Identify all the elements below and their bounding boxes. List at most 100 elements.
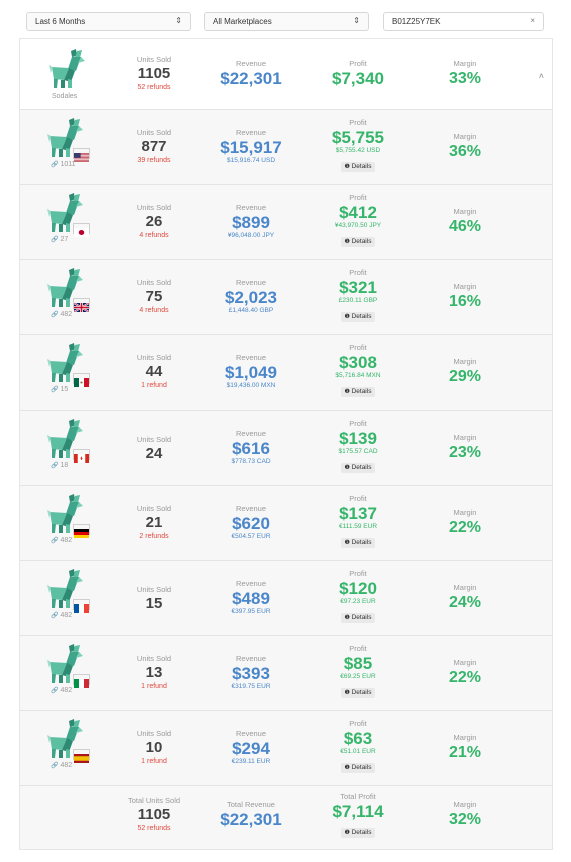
linked-count-value: 18 <box>60 462 69 469</box>
total-revenue-cell: Total Revenue $22,301 <box>210 800 292 829</box>
details-button[interactable]: ❶ Details <box>340 463 376 473</box>
brand-logo <box>44 49 88 89</box>
margin-cell: Margin 21% <box>425 733 505 762</box>
chevron-up-icon[interactable]: ˄ <box>538 71 544 81</box>
profit-value: $7,340 <box>332 69 384 88</box>
details-label: Details <box>351 163 372 170</box>
margin-value: 33% <box>448 70 482 87</box>
revenue-cell: Revenue $1,049 $19,436.00 MXN <box>210 353 292 390</box>
marketplace-row[interactable]: 🔗 482 Units Sold 13 1 refund Revenue $393 €319.… <box>20 636 552 711</box>
units-sold-value: 24 <box>145 445 163 462</box>
profit-label: Profit <box>349 569 367 578</box>
units-sold-cell: Units Sold 1105 52 refunds <box>110 55 198 92</box>
linked-count-value: 482 <box>60 311 73 318</box>
link-icon: 🔗 <box>51 763 59 769</box>
units-sold-cell: Units Sold 15 <box>110 585 198 613</box>
linked-count[interactable]: 🔗 482 <box>51 537 72 544</box>
marketplace-row[interactable]: 🔗 1011 Units Sold 877 39 refunds Revenue $15,9… <box>20 110 552 185</box>
marketplace-row[interactable]: 🔗 27 Units Sold 26 4 refunds Revenue $899 ¥96,0… <box>20 185 552 260</box>
profit-local-value: €111.59 EUR <box>338 523 378 530</box>
units-sold-label: Units Sold <box>136 203 172 212</box>
info-icon: ❶ <box>344 765 352 771</box>
info-icon: ❶ <box>344 164 352 170</box>
profit-local-value: $175.57 CAD <box>338 448 378 455</box>
summary-row[interactable]: Sodales Units Sold 1105 52 refunds Revenue $2… <box>20 39 552 110</box>
units-sold-cell: Units Sold 21 2 refunds <box>110 504 198 541</box>
margin-cell: Margin 33% <box>425 59 505 88</box>
profit-value: $85 <box>343 654 373 673</box>
brand-logo <box>42 118 86 158</box>
details-button[interactable]: ❶ Details <box>340 312 376 322</box>
revenue-cell: Revenue $2,023 £1,448.40 GBP <box>210 278 292 315</box>
marketplace-row[interactable]: 🔗 482 Units Sold 15 Revenue $489 €397.95 EUR Pr… <box>20 561 552 636</box>
linked-count[interactable]: 🔗 482 <box>51 762 72 769</box>
profit-label: Profit <box>349 419 367 428</box>
linked-count-value: 482 <box>60 762 73 769</box>
margin-value: 23% <box>448 444 482 461</box>
refunds-count: 52 refunds <box>137 84 171 91</box>
details-label: Details <box>351 689 372 696</box>
marketplace-row[interactable]: 🔗 18 Units Sold 24 Revenue $616 $778.73 CAD Pro… <box>20 411 552 486</box>
details-button[interactable]: ❶ Details <box>340 688 376 698</box>
link-icon: 🔗 <box>51 312 59 318</box>
revenue-label: Revenue <box>235 504 267 513</box>
revenue-cell: Revenue $22,301 <box>210 59 292 88</box>
revenue-value: $1,049 <box>225 363 277 382</box>
linked-count[interactable]: 🔗 482 <box>51 687 72 694</box>
brand-logo <box>42 494 86 534</box>
profit-value: $308 <box>339 353 377 372</box>
period-select[interactable]: Last 6 Months ⇕ <box>26 12 191 31</box>
details-label: Details <box>351 614 372 621</box>
linked-count[interactable]: 🔗 482 <box>51 612 72 619</box>
marketplace-row[interactable]: 🔗 482 Units Sold 10 1 refund Revenue $294 €239.… <box>20 711 552 786</box>
margin-cell: Margin 29% <box>425 357 505 386</box>
revenue-label: Revenue <box>235 59 267 68</box>
linked-count[interactable]: 🔗 27 <box>51 236 68 243</box>
asin-search-input[interactable]: B01Z25Y7EK × <box>383 12 544 31</box>
marketplace-row[interactable]: 🔗 482 Units Sold 21 2 refunds Revenue $620 €504… <box>20 486 552 561</box>
info-icon: ❶ <box>344 389 352 395</box>
flag-es-icon <box>73 749 90 763</box>
refunds-count: 2 refunds <box>139 533 169 540</box>
profit-value: $412 <box>339 203 377 222</box>
revenue-label: Revenue <box>235 579 267 588</box>
details-button[interactable]: ❶ Details <box>340 237 376 247</box>
profit-local-value: €69.25 EUR <box>340 673 376 680</box>
linked-count[interactable]: 🔗 1011 <box>51 161 76 168</box>
revenue-value: $489 <box>232 589 270 608</box>
revenue-label: Revenue <box>235 203 267 212</box>
linked-count[interactable]: 🔗 18 <box>51 462 68 469</box>
units-sold-label: Units Sold <box>136 504 172 513</box>
profit-label: Profit <box>349 343 367 352</box>
total-profit-value: $7,114 <box>332 802 384 821</box>
profit-value: $120 <box>339 579 377 598</box>
details-button[interactable]: ❶ Details <box>340 162 376 172</box>
revenue-label: Revenue <box>235 429 267 438</box>
profit-local-value: €97.23 EUR <box>340 598 376 605</box>
units-sold-label: Units Sold <box>136 729 172 738</box>
details-label: Details <box>351 238 372 245</box>
refunds-count: 1 refund <box>141 382 167 389</box>
marketplace-row[interactable]: 🔗 15 Units Sold 44 1 refund Revenue $1,049 $19,… <box>20 335 552 411</box>
refunds-count: 39 refunds <box>137 157 171 164</box>
revenue-cell: Revenue $620 €504.57 EUR <box>210 504 292 541</box>
profit-label: Profit <box>349 59 367 68</box>
details-button[interactable]: ❶ Details <box>340 763 376 773</box>
profit-value: $63 <box>343 729 373 748</box>
revenue-local-value: €504.57 EUR <box>231 533 271 540</box>
details-button[interactable]: ❶ Details <box>340 613 376 623</box>
details-button[interactable]: ❶ Details <box>340 387 376 397</box>
profit-local-value: $5,716.84 MXN <box>335 372 381 379</box>
details-button[interactable]: ❶ Details <box>340 538 376 548</box>
details-button[interactable]: ❶ Details <box>340 828 376 838</box>
linked-count[interactable]: 🔗 482 <box>51 311 72 318</box>
linked-count[interactable]: 🔗 15 <box>51 386 68 393</box>
units-sold-label: Units Sold <box>136 654 172 663</box>
brand-logo <box>42 644 86 684</box>
profit-cell: Profit $321 £230.11 GBP ❶ Details <box>310 268 406 323</box>
marketplace-row[interactable]: 🔗 482 Units Sold 75 4 refunds Revenue $2,023 £1… <box>20 260 552 335</box>
flag-de-icon <box>73 524 90 538</box>
marketplace-select[interactable]: All Marketplaces ⇕ <box>204 12 369 31</box>
details-label: Details <box>351 388 372 395</box>
close-icon[interactable]: × <box>530 16 535 25</box>
